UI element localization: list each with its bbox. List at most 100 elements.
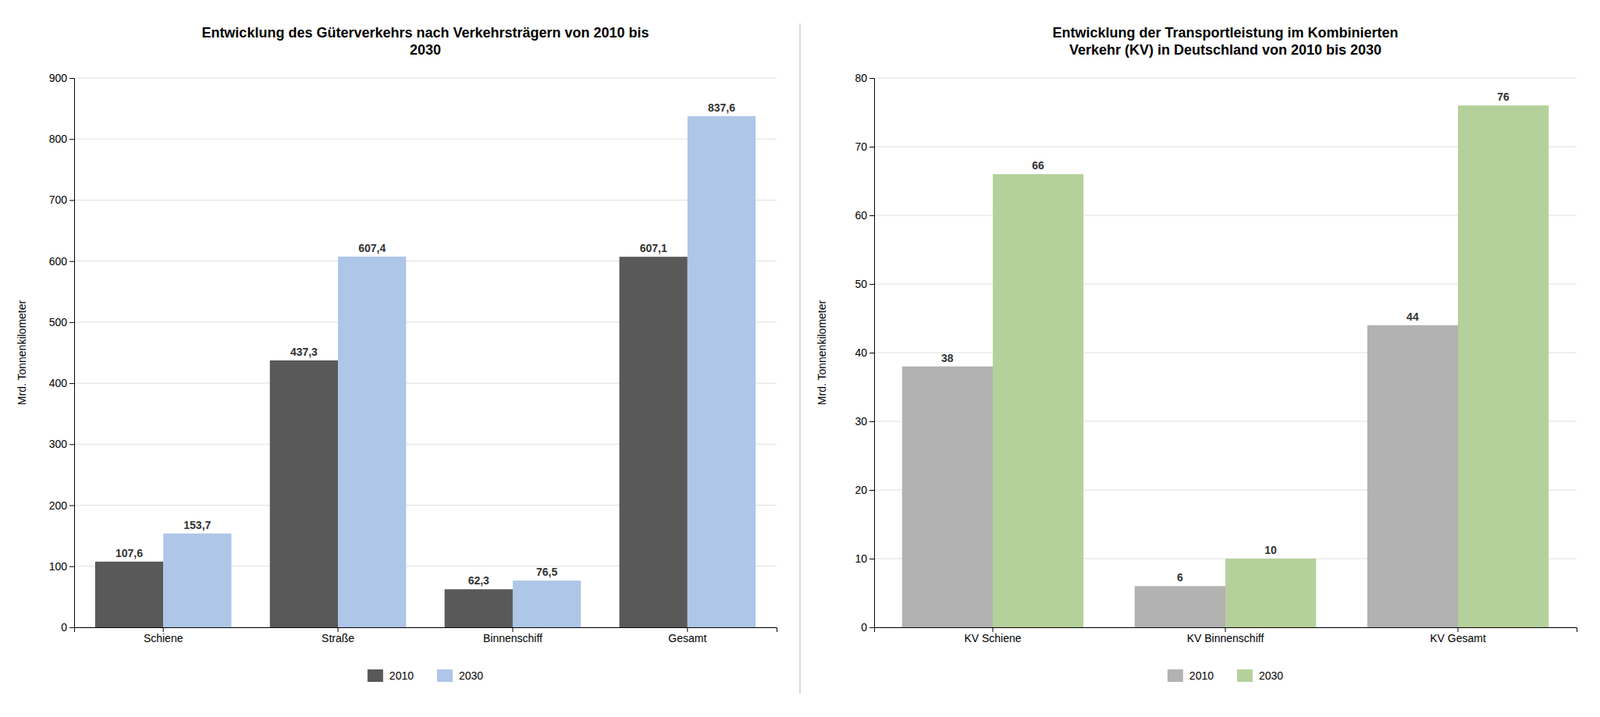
bar xyxy=(619,256,688,628)
legend-label: 2010 xyxy=(389,669,414,683)
legend-label: 2030 xyxy=(1258,669,1284,683)
tick-label: KV Binnenschiff xyxy=(1187,632,1265,645)
legend-swatch xyxy=(1167,669,1184,683)
chart-title: Entwicklung der Transportleistung im Kom… xyxy=(1052,24,1398,58)
data-label: 6 xyxy=(1176,571,1184,584)
bar xyxy=(992,174,1084,628)
data-label: 107,6 xyxy=(115,547,143,560)
legend-swatch xyxy=(367,669,384,683)
bar-series xyxy=(95,256,688,628)
data-label: 44 xyxy=(1406,310,1419,324)
tick-mark xyxy=(869,78,875,79)
tick-label: 900 xyxy=(49,71,68,85)
legend-label: 2030 xyxy=(458,669,484,683)
y-tick: 600 xyxy=(49,255,75,268)
y-axis-title: Mrd. Tonnenkilometer xyxy=(815,299,829,406)
bar-series xyxy=(902,325,1458,628)
tick-mark xyxy=(69,199,75,201)
y-tick: 0 xyxy=(860,621,875,634)
bar xyxy=(1457,105,1549,628)
tick-mark xyxy=(69,261,75,263)
data-label: 153,7 xyxy=(183,519,211,532)
tick-mark xyxy=(69,383,75,384)
tick-label: KV Schiene xyxy=(963,632,1021,645)
tick-mark xyxy=(869,215,875,217)
grid-line xyxy=(74,138,777,140)
tick-mark xyxy=(69,566,75,568)
y-tick: 300 xyxy=(49,437,75,451)
y-tick: 60 xyxy=(854,209,875,222)
tick-label: 70 xyxy=(854,140,868,153)
grid xyxy=(874,78,1577,628)
y-tick: 200 xyxy=(49,499,75,512)
legend: 2010 2030 xyxy=(367,669,484,683)
data-label: 66 xyxy=(1031,159,1045,172)
tick-mark xyxy=(69,627,75,629)
chart-panel: 107,6437,362,3607,1153,7607,476,5837,6Sc… xyxy=(15,24,778,683)
y-axis: 0100200300400500600700800900 xyxy=(49,71,75,634)
data-labels: 38644661076 xyxy=(941,90,1510,584)
tick-label: Straße xyxy=(321,632,355,645)
tick-label: 100 xyxy=(49,560,68,573)
data-label: 437,3 xyxy=(290,345,318,359)
x-tick: Straße xyxy=(321,627,355,645)
legend-item: 2030 xyxy=(437,669,484,683)
x-tick: KV Binnenschiff xyxy=(1187,627,1265,645)
bar xyxy=(95,561,164,628)
x-tick: Gesamt xyxy=(668,627,707,645)
legend-item: 2010 xyxy=(1167,669,1214,683)
bar xyxy=(902,366,993,628)
tick-label: KV Gesamt xyxy=(1429,632,1487,645)
x-tick: Schiene xyxy=(143,627,184,645)
tick-mark xyxy=(69,78,75,79)
tick-label: 10 xyxy=(854,552,868,566)
data-label: 10 xyxy=(1264,544,1277,557)
tick-label: 80 xyxy=(854,71,868,85)
tick-mark xyxy=(869,558,875,560)
bars xyxy=(95,116,756,628)
grid-line xyxy=(74,199,777,201)
x-tick: KV Schiene xyxy=(963,627,1021,645)
tick-mark xyxy=(69,505,75,507)
x-tick: Binnenschiff xyxy=(483,627,543,645)
grid xyxy=(74,78,777,628)
chart-title: Entwicklung des Güterverkehrs nach Verke… xyxy=(201,24,649,58)
tick-label: 600 xyxy=(49,255,68,268)
y-tick: 30 xyxy=(854,415,875,428)
legend: 2010 2030 xyxy=(1167,669,1284,683)
axis-domain xyxy=(869,78,875,629)
y-tick: 50 xyxy=(854,277,875,291)
grid-line xyxy=(74,78,777,79)
chart-panel: 38644661076KV SchieneKV BinnenschiffKV G… xyxy=(815,24,1578,683)
data-label: 607,1 xyxy=(640,241,668,255)
data-label: 837,6 xyxy=(707,101,736,114)
y-tick: 700 xyxy=(49,193,75,207)
tick-label: Schiene xyxy=(143,632,184,645)
x-axis: KV Schiene KV Binnenschiff KV Gesamt xyxy=(874,627,1578,645)
legend-swatch xyxy=(437,669,453,683)
y-tick: 70 xyxy=(854,140,875,153)
y-axis-title: Mrd. Tonnenkilometer xyxy=(15,299,29,406)
tick-mark xyxy=(869,490,875,491)
bar xyxy=(687,116,756,628)
tick-label: 800 xyxy=(49,132,68,146)
bar xyxy=(444,589,513,628)
tick-mark xyxy=(869,352,875,354)
y-tick: 20 xyxy=(854,483,875,497)
tick-label: 0 xyxy=(860,621,868,634)
data-label: 76 xyxy=(1496,90,1510,104)
legend-swatch xyxy=(1237,669,1253,683)
x-tick: KV Gesamt xyxy=(1429,627,1487,645)
bar xyxy=(1225,558,1316,628)
chart-canvas: 107,6437,362,3607,1153,7607,476,5837,6Sc… xyxy=(0,0,1600,717)
bar-series xyxy=(992,105,1549,628)
tick-mark xyxy=(69,322,75,324)
data-label: 62,3 xyxy=(468,574,490,587)
bar xyxy=(1367,325,1458,628)
tick-label: 50 xyxy=(854,277,868,291)
tick-label: 200 xyxy=(49,499,68,512)
tick-label: 60 xyxy=(854,209,868,222)
bar-series xyxy=(163,116,756,628)
bar xyxy=(163,533,232,628)
data-label: 607,4 xyxy=(358,241,386,255)
